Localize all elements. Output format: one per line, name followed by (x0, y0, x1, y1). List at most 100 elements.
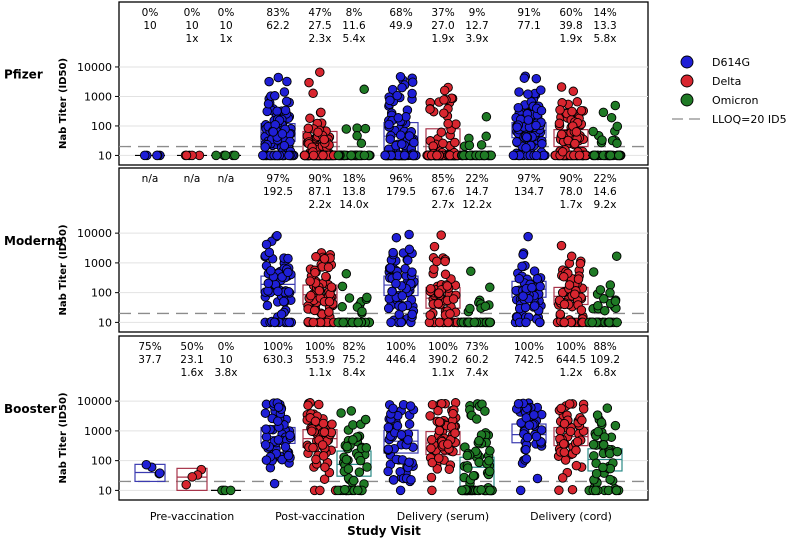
y-tick-label: 1000 (84, 257, 112, 270)
data-point (476, 140, 487, 150)
data-point (537, 139, 547, 149)
data-point (559, 439, 569, 449)
stat-percent: 47% (308, 7, 331, 19)
data-point (341, 124, 352, 134)
data-point (600, 305, 610, 316)
data-point (512, 137, 522, 147)
data-point (531, 431, 542, 442)
data-point (261, 239, 272, 250)
data-point (591, 458, 601, 469)
stat-gmt: 13.3 (593, 20, 616, 32)
data-point (429, 241, 440, 252)
stat-fold: 1x (220, 33, 233, 45)
stat-percent: n/a (184, 173, 201, 185)
stat-gmt: 390.2 (428, 354, 458, 366)
y-tick-label: 10000 (77, 61, 112, 74)
data-point (573, 274, 584, 284)
data-point (268, 127, 278, 137)
stat-percent: 50% (180, 341, 203, 353)
data-point (308, 150, 319, 161)
box-iqr (176, 467, 208, 491)
data-point (261, 424, 271, 434)
stat-percent: 100% (428, 341, 458, 353)
data-point (513, 102, 524, 113)
stat-gmt: 446.4 (386, 354, 416, 366)
data-point (554, 118, 565, 129)
data-point (612, 446, 623, 457)
stat-gmt: 14.6 (593, 186, 617, 198)
data-point (485, 282, 495, 293)
stat-percent: n/a (142, 173, 159, 185)
legend-marker (680, 93, 694, 107)
data-point (591, 468, 602, 479)
stat-fold: 9.2x (594, 199, 617, 211)
stat-fold: 1.9x (560, 33, 583, 45)
data-point (559, 317, 569, 328)
data-point (397, 82, 407, 93)
data-point (474, 457, 484, 468)
legend-marker (680, 74, 694, 88)
stat-gmt: 37.7 (138, 354, 161, 366)
y-axis-title: Nab Titer (ID50) (58, 392, 69, 483)
data-point (319, 427, 330, 437)
data-point (270, 91, 280, 101)
data-point (306, 290, 316, 301)
data-point (445, 309, 455, 319)
data-point (556, 240, 567, 251)
data-point (155, 468, 165, 478)
data-point (404, 131, 415, 141)
data-point (340, 484, 350, 495)
data-point (521, 444, 531, 455)
data-point (605, 280, 616, 290)
data-point (572, 436, 583, 447)
data-point (474, 436, 484, 446)
data-point (534, 317, 545, 328)
data-point (260, 408, 271, 418)
data-point (568, 86, 579, 97)
data-point (326, 282, 337, 292)
data-point (432, 256, 442, 267)
data-point (264, 247, 275, 258)
y-tick-label: 1000 (84, 90, 112, 103)
data-point (310, 267, 320, 278)
data-point (343, 464, 354, 474)
data-point (578, 404, 589, 414)
data-point (383, 444, 394, 454)
data-point (272, 150, 282, 161)
data-point (532, 473, 543, 484)
stat-gmt: 10 (219, 354, 232, 366)
data-point (283, 287, 294, 297)
data-point (574, 150, 585, 161)
data-point (399, 150, 410, 161)
y-axis-title: Nab Titer (ID50) (58, 224, 69, 315)
data-point (309, 305, 320, 316)
data-point (391, 232, 402, 243)
data-point (404, 244, 415, 255)
data-point (353, 317, 363, 328)
data-point (427, 485, 437, 496)
data-point (605, 288, 615, 298)
data-point (333, 150, 344, 161)
stat-gmt: 87.1 (308, 186, 331, 198)
data-point (599, 294, 609, 304)
data-point (588, 439, 599, 450)
data-point (388, 403, 398, 414)
data-point (555, 309, 566, 319)
data-point (283, 450, 294, 461)
data-point (464, 140, 475, 151)
data-point (610, 100, 621, 111)
data-point (407, 88, 417, 99)
data-point (392, 90, 402, 101)
data-point (319, 254, 330, 264)
data-point (401, 112, 411, 122)
data-point (354, 467, 365, 477)
data-point (392, 421, 403, 431)
stat-gmt: 49.9 (389, 20, 412, 32)
data-point (391, 278, 401, 289)
stat-percent: 0% (218, 341, 235, 353)
data-point (564, 399, 575, 409)
data-point (181, 150, 192, 161)
data-point (425, 411, 435, 421)
data-point (273, 402, 284, 412)
data-point (443, 439, 453, 449)
